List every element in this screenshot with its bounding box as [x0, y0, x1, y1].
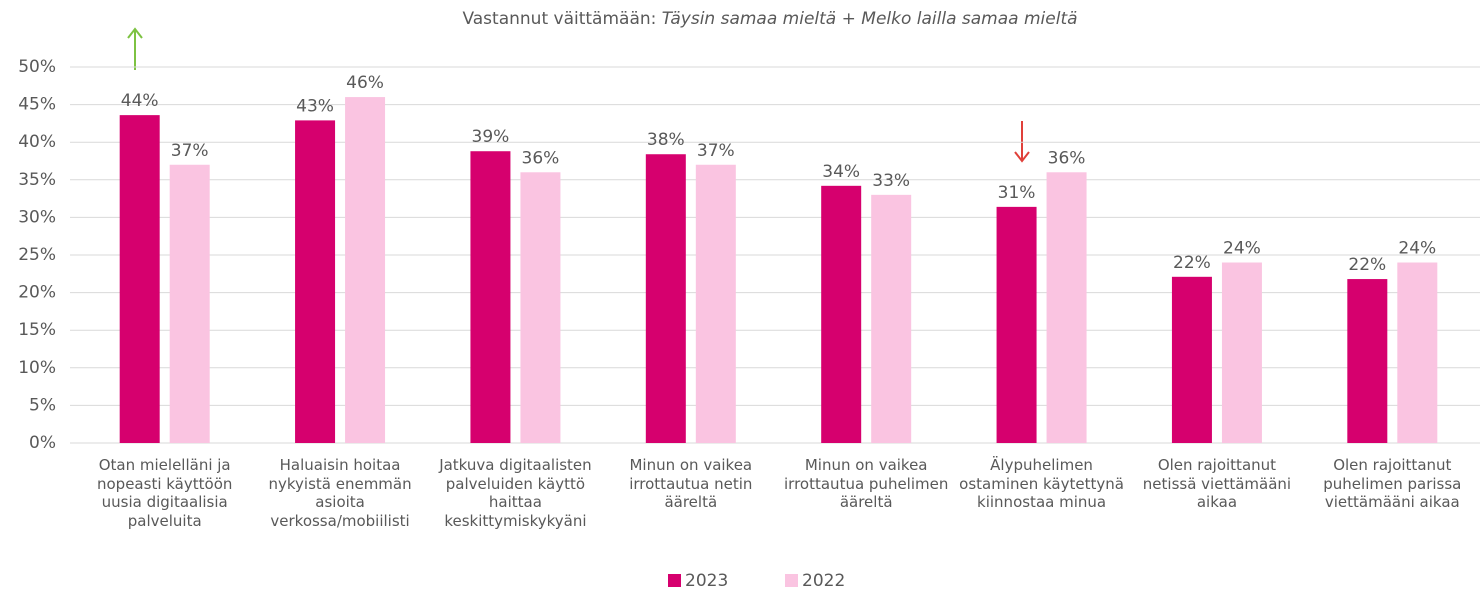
bar: [1171, 276, 1212, 443]
x-tick-label: Minun on vaikea irrottautua puhelimen ää…: [784, 456, 949, 511]
bar: [520, 172, 561, 443]
bar: [295, 120, 336, 443]
value-label: 39%: [472, 127, 510, 147]
y-tick-label: 45%: [18, 95, 56, 115]
value-label: 22%: [1173, 253, 1211, 273]
title-emphasis: Täysin samaa mieltä + Melko lailla samaa…: [662, 9, 1078, 29]
legend-label: 2022: [802, 571, 845, 591]
x-tick-label: Jatkuva digitaalisten palveluiden käyttö…: [439, 456, 592, 530]
down-arrow: [1014, 121, 1030, 163]
value-label: 22%: [1348, 255, 1386, 275]
y-tick-label: 40%: [18, 132, 56, 152]
value-label: 43%: [296, 96, 334, 116]
bar: [821, 185, 862, 444]
value-label: 46%: [346, 73, 384, 93]
value-label: 37%: [171, 141, 209, 161]
bar: [169, 164, 210, 443]
y-tick-label: 20%: [18, 283, 56, 303]
x-tick-label: Älypuhelimen ostaminen käytettynä kiinno…: [959, 456, 1124, 511]
bar: [996, 206, 1037, 443]
value-label: 34%: [822, 162, 860, 182]
bar: [871, 194, 912, 443]
value-label: 24%: [1223, 239, 1261, 259]
bar: [695, 164, 736, 443]
legend-swatch: [668, 574, 681, 587]
y-tick-label: 25%: [18, 245, 56, 265]
y-tick-label: 0%: [29, 433, 56, 453]
bar: [1046, 172, 1087, 443]
bar: [470, 151, 511, 443]
y-tick-label: 35%: [18, 170, 56, 190]
value-label: 36%: [522, 148, 560, 168]
bar: [119, 115, 160, 444]
x-tick-label: Otan mielelläni ja nopeasti käyttöön uus…: [97, 456, 233, 530]
y-tick-label: 50%: [18, 57, 56, 77]
value-label: 38%: [647, 130, 685, 150]
x-tick-label: Minun on vaikea irrottautua netin äärelt…: [629, 456, 753, 511]
up-arrow: [127, 27, 143, 70]
value-label: 36%: [1048, 148, 1086, 168]
x-tick-label: Olen rajoittanut puhelimen parissa viett…: [1323, 456, 1462, 511]
y-tick-label: 15%: [18, 320, 56, 340]
title: Vastannut väittämään:: [462, 9, 656, 29]
chart-title: Vastannut väittämään: Täysin samaa mielt…: [462, 9, 1077, 29]
y-tick-label: 30%: [18, 207, 56, 227]
bar: [1397, 262, 1438, 443]
legend-swatch: [785, 574, 798, 587]
x-tick-label: Olen rajoittanut netissä viettämääni aik…: [1142, 456, 1292, 511]
legend-label: 2023: [685, 571, 728, 591]
bar: [345, 97, 386, 443]
value-label: 33%: [872, 171, 910, 191]
y-tick-label: 5%: [29, 395, 56, 415]
x-tick-label: Haluaisin hoitaa nykyistä enemmän asioit…: [268, 456, 412, 530]
value-label: 24%: [1398, 239, 1436, 259]
bar: [1221, 262, 1262, 443]
value-label: 37%: [697, 141, 735, 161]
bar: [1347, 279, 1388, 443]
value-label: 44%: [121, 91, 159, 111]
value-label: 31%: [998, 183, 1036, 203]
y-tick-label: 10%: [18, 358, 56, 378]
bar: [645, 154, 686, 443]
